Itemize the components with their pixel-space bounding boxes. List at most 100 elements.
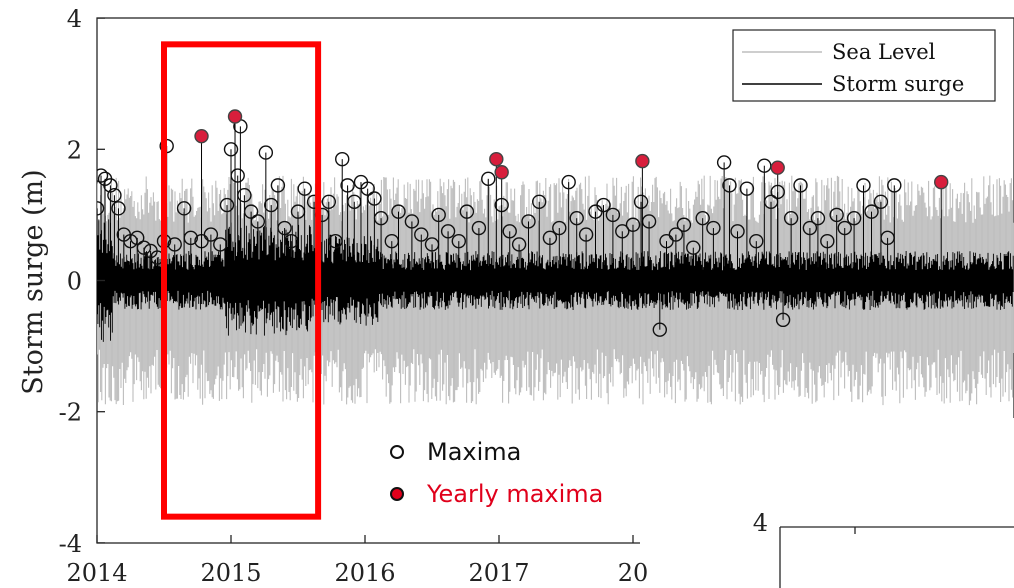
maxima-key-icon xyxy=(390,445,404,459)
y-axis-label: Storm surge (m) xyxy=(18,169,49,394)
maxima-point xyxy=(321,194,337,209)
maxima-point xyxy=(297,181,312,196)
maxima-point xyxy=(459,204,475,219)
x-tick-label: 2016 xyxy=(334,559,395,587)
maxima-point xyxy=(722,178,737,193)
yearly-maxima-point xyxy=(635,153,650,169)
maxima-point xyxy=(793,178,808,193)
y-tick-label: -2 xyxy=(59,399,82,427)
maxima-point xyxy=(136,240,152,255)
maxima-point xyxy=(596,197,611,213)
maxima-point xyxy=(129,230,145,246)
maxima-point xyxy=(775,312,791,328)
legend-label-sea-level: Sea Level xyxy=(832,40,936,64)
x-tick-label: 2015 xyxy=(200,559,261,587)
maxima-point xyxy=(521,214,536,229)
maxima-point xyxy=(431,207,446,223)
maxima-point xyxy=(243,204,259,219)
maxima-point xyxy=(810,210,826,226)
maxima-point xyxy=(340,178,355,193)
yearly-maxima-point xyxy=(227,109,243,124)
maxima-point xyxy=(223,142,239,157)
maxima-point xyxy=(451,233,466,249)
maxima-point xyxy=(552,220,567,236)
maxima-point xyxy=(873,194,889,209)
maxima-point xyxy=(695,210,710,226)
maxima-point xyxy=(686,240,701,255)
maxima-point xyxy=(270,178,286,193)
maxima-point xyxy=(97,168,109,183)
maxima-point xyxy=(103,178,118,193)
maxima-point xyxy=(730,224,745,239)
maxima-point xyxy=(360,181,375,196)
maxima-point xyxy=(440,224,456,239)
maxima-point xyxy=(107,188,122,203)
marker-key: Maxima Yearly maxima xyxy=(390,438,603,508)
maxima-point xyxy=(532,194,547,209)
maxima-point xyxy=(837,220,852,236)
x-tick-label: 2014 xyxy=(66,559,127,587)
maxima-key-label: Maxima xyxy=(427,438,521,466)
maxima-point xyxy=(856,178,871,193)
maxima-point xyxy=(633,194,649,209)
maxima-point xyxy=(230,168,245,183)
maxima-point xyxy=(846,210,862,226)
yearly-maxima-point xyxy=(934,174,949,190)
maxima-point xyxy=(391,204,406,219)
maxima-point xyxy=(258,145,274,160)
yearly-maxima-point xyxy=(489,151,504,167)
maxima-point xyxy=(749,233,764,249)
maxima-point xyxy=(502,224,517,239)
maxima-point xyxy=(414,227,429,242)
maxima-point xyxy=(578,227,594,242)
maxima-point xyxy=(404,214,420,229)
maxima-point xyxy=(203,227,219,242)
y-tick-label: 0 xyxy=(67,268,82,296)
maxima-point xyxy=(176,201,192,216)
maxima-point xyxy=(864,204,879,219)
legend-label-storm-surge: Storm surge xyxy=(832,72,964,96)
maxima-point xyxy=(277,220,292,236)
yearly-maxima-key-label: Yearly maxima xyxy=(426,480,603,508)
maxima-point xyxy=(111,201,126,216)
inset-axes: 4 xyxy=(753,509,1014,588)
maxima-point xyxy=(652,322,667,337)
legend: Sea Level Storm surge xyxy=(732,29,996,102)
y-tick-label: 4 xyxy=(67,5,82,33)
x-tick-label: 2017 xyxy=(468,559,529,587)
y-tick-label: 2 xyxy=(67,136,82,164)
maxima-point xyxy=(706,220,721,236)
maxima-point xyxy=(183,230,199,246)
overlay-mask xyxy=(640,418,1014,588)
highlight-box xyxy=(161,41,322,520)
maxima-point xyxy=(219,197,235,213)
yearly-maxima-key-icon xyxy=(390,487,404,501)
maxima-point xyxy=(829,207,844,223)
maxima-point xyxy=(615,224,630,239)
maxima-point xyxy=(820,233,835,249)
markers-layer xyxy=(97,109,949,337)
maxima-point xyxy=(97,201,105,216)
maxima-point xyxy=(335,151,350,167)
maxima-point xyxy=(511,237,527,252)
maxima-point xyxy=(167,237,182,252)
maxima-point xyxy=(373,210,389,226)
maxima-point xyxy=(250,214,265,229)
yearly-maxima-point xyxy=(194,128,209,144)
maxima-point xyxy=(481,171,496,187)
maxima-point xyxy=(716,155,732,170)
maxima-point xyxy=(569,210,584,226)
maxima-point xyxy=(783,210,799,226)
inset-y-tick-label: 4 xyxy=(753,509,768,537)
maxima-point xyxy=(676,217,692,232)
maxima-point xyxy=(367,191,382,206)
y-tick-label: -4 xyxy=(59,530,82,558)
yearly-maxima-point xyxy=(770,160,785,175)
maxima-point xyxy=(237,188,252,203)
maxima-point xyxy=(561,174,576,190)
maxima-point xyxy=(739,181,755,196)
legend-box xyxy=(732,29,996,102)
maxima-point xyxy=(605,207,621,223)
